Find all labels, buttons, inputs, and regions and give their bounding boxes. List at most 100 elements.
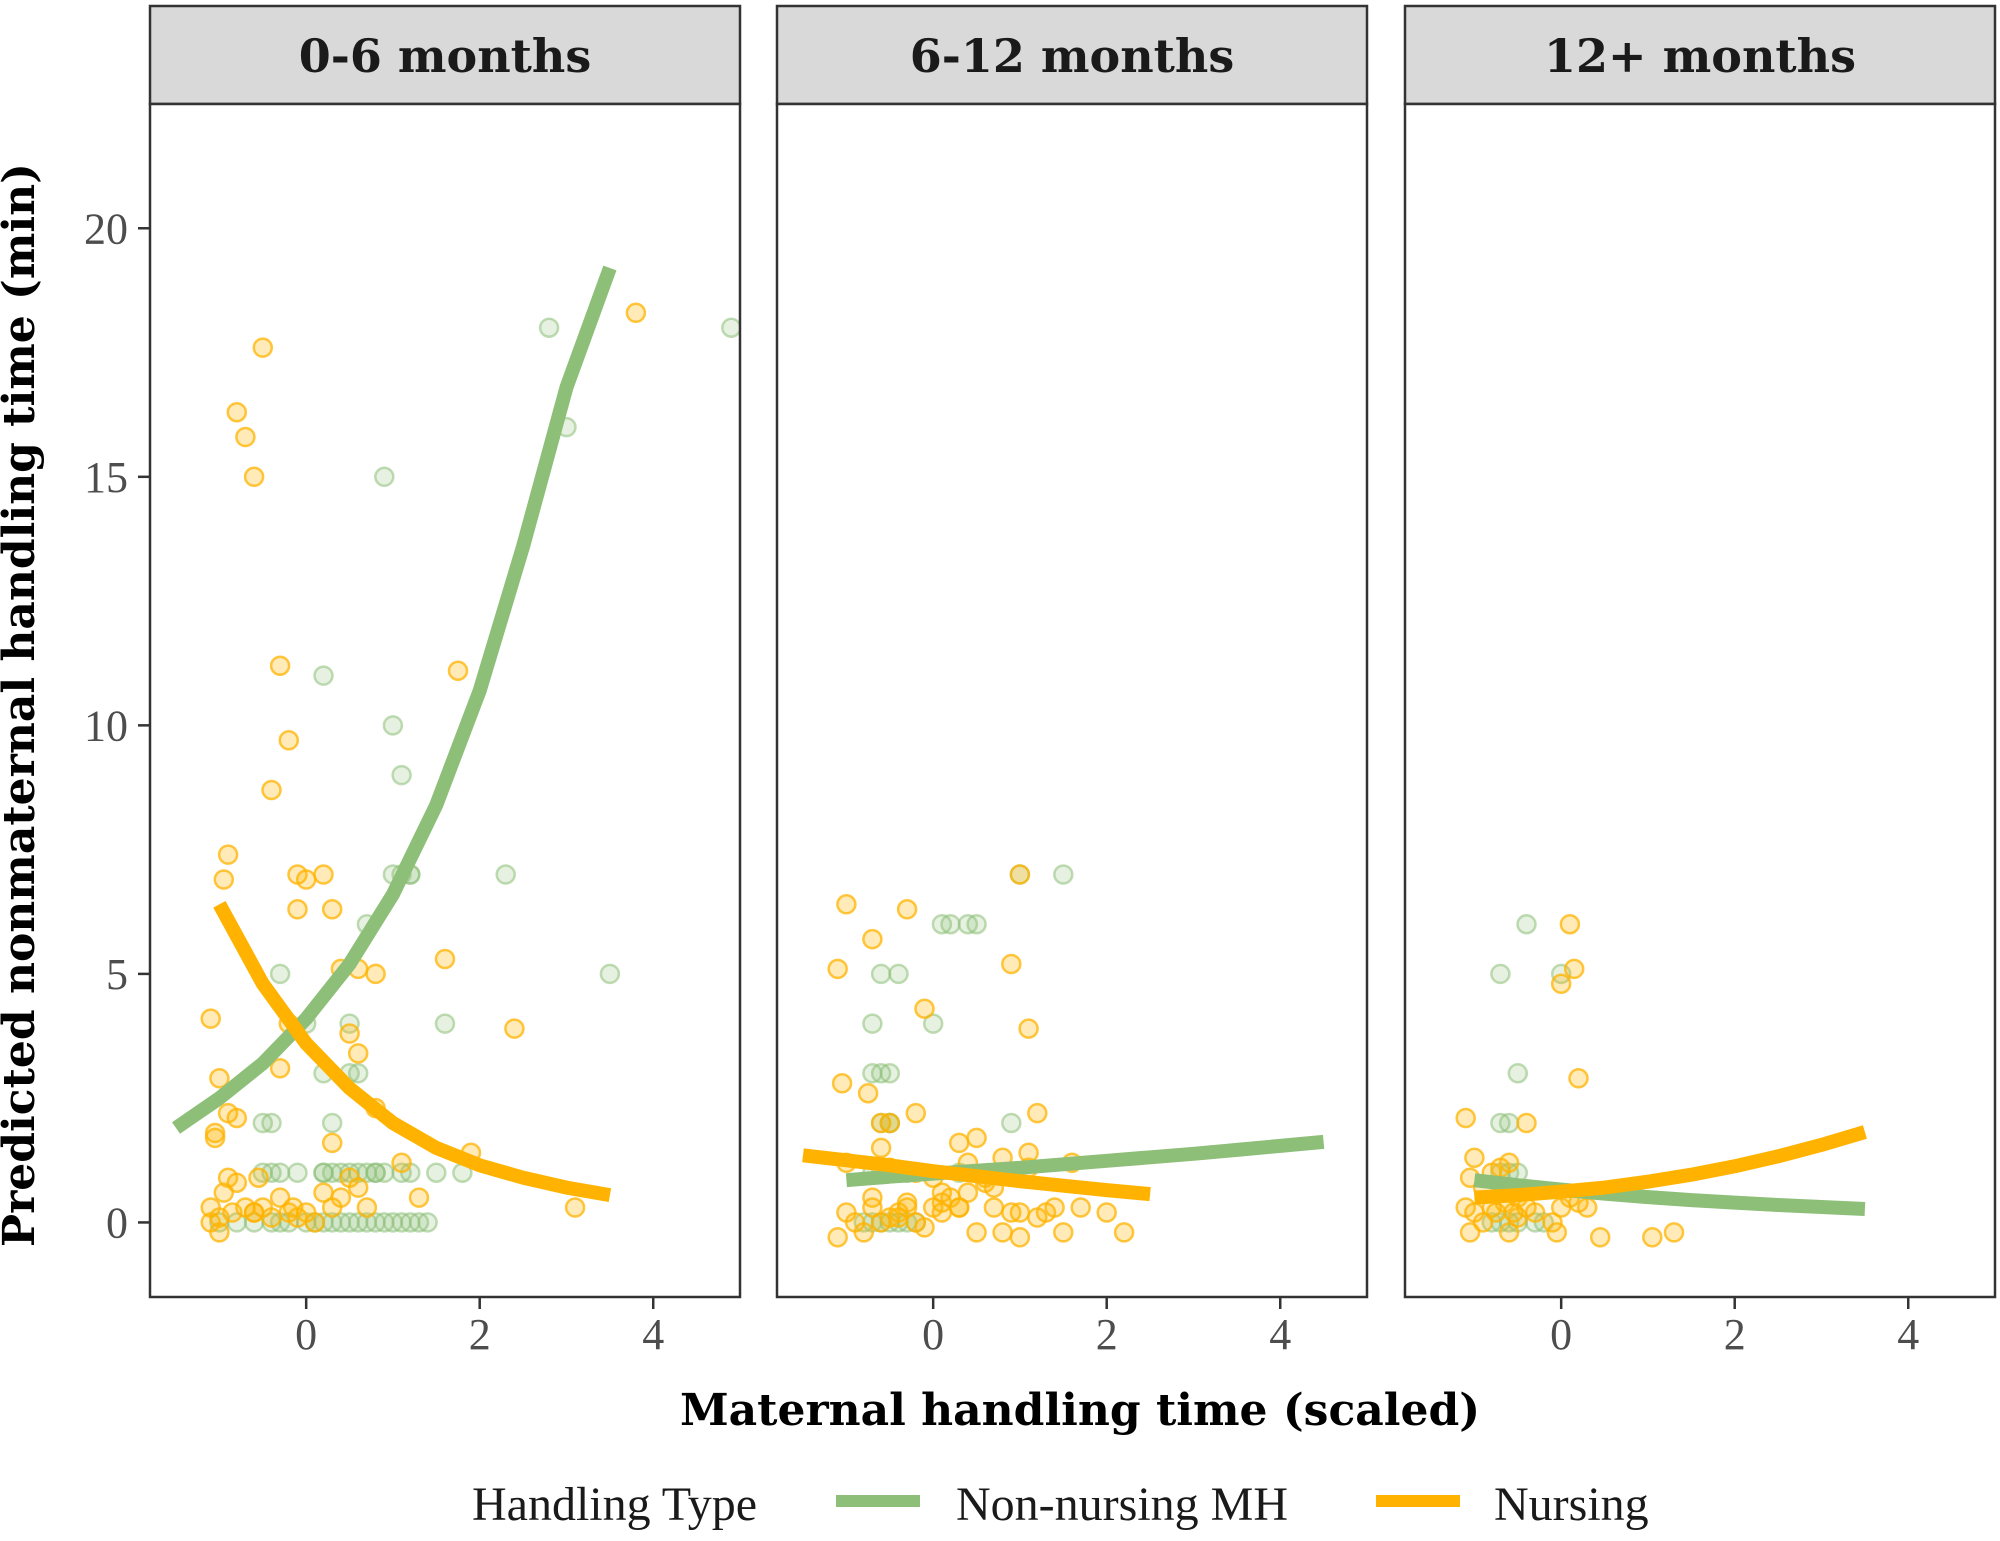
nursing-point (447, 660, 469, 681)
nursing-point (896, 899, 918, 920)
nonnursing-point (417, 1212, 438, 1233)
nursing-point (1009, 864, 1031, 885)
nursing-point (261, 779, 282, 801)
nursing-point (1524, 1202, 1546, 1223)
nursing-point (1568, 1068, 1589, 1089)
nonnursing-point (321, 1112, 343, 1134)
legend-key-nursing (1376, 1495, 1460, 1507)
nursing-point (1498, 1152, 1520, 1174)
nonnursing-point (347, 1063, 369, 1084)
nursing-point (931, 1192, 953, 1213)
nonnursing-point (966, 913, 987, 935)
nursing-point (1589, 1227, 1611, 1248)
nursing-point (983, 1197, 1005, 1218)
nonnursing-point (538, 317, 560, 338)
nursing-point (905, 1102, 927, 1124)
nursing-point (434, 948, 456, 970)
nursing-point (347, 1043, 369, 1064)
nursing-point (269, 655, 291, 676)
nursing-point (204, 1122, 226, 1144)
x-tick-label: 4 (642, 1310, 664, 1359)
nursing-point (235, 426, 256, 448)
nursing-point (295, 869, 317, 890)
nonnursing-point (365, 1162, 386, 1183)
facet-strip-label: 12+ months (1544, 29, 1856, 83)
nursing-point (1542, 1212, 1563, 1233)
panel-border (775, 102, 1369, 1299)
nonnursing-point (870, 963, 892, 985)
nursing-point (408, 1187, 430, 1208)
nursing-point (966, 1222, 987, 1243)
nonnursing-point (287, 1162, 308, 1183)
nursing-point (321, 1132, 343, 1154)
nursing-point (1053, 1222, 1074, 1243)
nursing-point (564, 1197, 586, 1218)
facet-strip-label: 6-12 months (910, 29, 1235, 83)
nursing-point (213, 869, 235, 890)
nursing-point (896, 1192, 918, 1213)
panel-plot-area (802, 864, 1325, 1248)
nursing-point (1113, 1222, 1135, 1243)
nursing-point (914, 998, 935, 1019)
x-tick-label: 4 (1269, 1310, 1291, 1359)
nursing-point (200, 1008, 221, 1029)
nursing-point (1498, 1222, 1520, 1243)
nursing-point (625, 302, 647, 324)
nonnursing-point (495, 864, 516, 885)
y-tick-label: 0 (106, 1198, 128, 1247)
x-tick-label: 0 (1550, 1310, 1572, 1359)
nursing-point (870, 1137, 892, 1159)
nonnursing-point (888, 963, 909, 985)
y-axis: 0 5 10 15 20 (84, 204, 150, 1247)
panel-background (777, 104, 1367, 1297)
nonnursing-point (269, 1162, 291, 1183)
nursing-point (321, 899, 343, 920)
nursing-point (248, 1167, 269, 1188)
nursing-point (992, 1222, 1013, 1243)
nonnursing-point (391, 764, 412, 786)
nonnursing-point (434, 1013, 456, 1034)
nursing-point (1464, 1147, 1485, 1169)
nursing-point (966, 1127, 987, 1149)
nursing-point (278, 730, 300, 751)
nursing-point (217, 844, 239, 865)
nonnursing-point (313, 665, 334, 686)
nursing-point (391, 1152, 412, 1174)
legend-label-nursing: Nursing (1494, 1478, 1649, 1531)
nursing-point (1642, 1227, 1663, 1248)
nursing-point (948, 1197, 970, 1218)
nursing-point (269, 1058, 291, 1079)
x-tick-label: 4 (1897, 1310, 1919, 1359)
nursing-point (862, 928, 883, 950)
y-tick-label: 5 (106, 950, 128, 999)
legend: Handling Type Non-nursing MH Nursing (472, 1478, 1649, 1531)
nursing-point (339, 1023, 360, 1044)
nonnursing-point (382, 715, 404, 736)
nursing-point (870, 1112, 892, 1134)
nonnursing-point (1490, 963, 1511, 985)
nursing-point (356, 1197, 378, 1218)
nursing-point (1563, 958, 1585, 980)
x-tick-label: 0 (295, 1310, 317, 1359)
panel-border (148, 102, 742, 1299)
nursing-point (252, 337, 274, 358)
nursing-point (261, 1207, 282, 1228)
nursing-point (504, 1018, 525, 1039)
nonnursing-point (862, 1013, 883, 1034)
nursing-point (827, 958, 848, 980)
nursing-point (1018, 1142, 1039, 1164)
nursing-point (857, 1082, 879, 1104)
nursing-point (226, 1107, 248, 1129)
y-tick-label: 10 (84, 701, 128, 750)
nursing-point (831, 1073, 853, 1094)
y-tick-label: 15 (84, 453, 128, 502)
nursing-point (287, 899, 308, 920)
x-tick-label: 2 (469, 1310, 491, 1359)
nursing-point (853, 1222, 875, 1243)
legend-key-nonnursing (836, 1495, 920, 1507)
nursing-point (200, 1212, 221, 1233)
nonnursing-point (269, 963, 291, 985)
nursing-point (347, 1177, 369, 1198)
nursing-point (1096, 1202, 1117, 1223)
